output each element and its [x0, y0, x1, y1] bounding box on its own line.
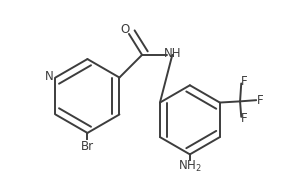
- Text: NH$_2$: NH$_2$: [178, 159, 202, 174]
- Text: F: F: [257, 94, 263, 107]
- Text: NH: NH: [163, 47, 181, 60]
- Text: O: O: [120, 23, 129, 36]
- Text: F: F: [241, 112, 248, 125]
- Text: Br: Br: [81, 140, 94, 152]
- Text: F: F: [241, 75, 248, 88]
- Text: N: N: [44, 70, 53, 83]
